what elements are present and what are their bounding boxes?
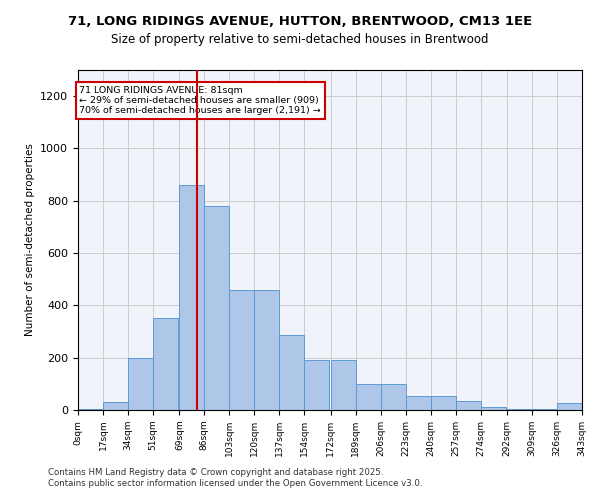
Bar — [128, 358, 153, 410]
Bar — [153, 318, 178, 410]
Bar — [205, 206, 229, 410]
Bar — [254, 290, 280, 410]
Bar — [103, 402, 128, 410]
Bar — [431, 396, 455, 410]
Bar — [557, 404, 582, 410]
Bar — [455, 401, 481, 410]
Bar — [406, 396, 431, 410]
Bar — [532, 408, 557, 410]
Text: Contains HM Land Registry data © Crown copyright and database right 2025.
Contai: Contains HM Land Registry data © Crown c… — [48, 468, 422, 487]
Y-axis label: Number of semi-detached properties: Number of semi-detached properties — [25, 144, 35, 336]
Bar — [280, 336, 304, 410]
Text: Size of property relative to semi-detached houses in Brentwood: Size of property relative to semi-detach… — [111, 32, 489, 46]
Bar — [481, 408, 506, 410]
Text: 71 LONG RIDINGS AVENUE: 81sqm
← 29% of semi-detached houses are smaller (909)
70: 71 LONG RIDINGS AVENUE: 81sqm ← 29% of s… — [79, 86, 321, 116]
Bar — [356, 384, 380, 410]
Bar — [507, 408, 532, 410]
Bar — [380, 384, 406, 410]
Bar — [331, 360, 356, 410]
Bar — [78, 408, 103, 410]
Bar — [304, 360, 329, 410]
Bar — [179, 185, 205, 410]
Bar — [229, 290, 254, 410]
Text: 71, LONG RIDINGS AVENUE, HUTTON, BRENTWOOD, CM13 1EE: 71, LONG RIDINGS AVENUE, HUTTON, BRENTWO… — [68, 15, 532, 28]
